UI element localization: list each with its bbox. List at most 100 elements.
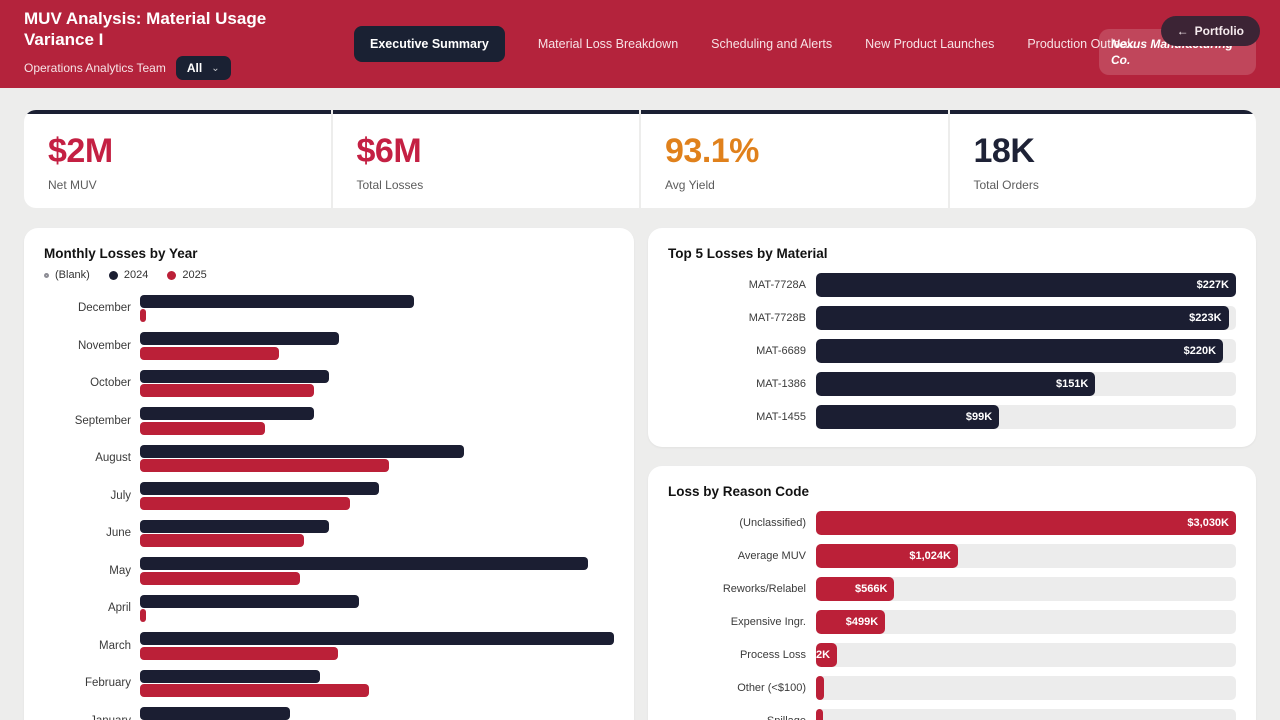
bar-average-muv[interactable]: $1,024K [816, 544, 958, 568]
bar-track: $227K [816, 273, 1236, 297]
kpi-label: Total Orders [973, 178, 1039, 192]
bar-track: $3,030K [816, 511, 1236, 535]
row-label: Process Loss [739, 649, 806, 661]
legend-dot-icon [167, 270, 177, 280]
bar-2024-november[interactable] [140, 332, 339, 345]
month-label: August [95, 452, 131, 465]
row-reworks-relabel: Reworks/Relabel $566K [668, 577, 1236, 601]
row-label: MAT-7728A [748, 279, 806, 291]
bar-track: 2K [816, 643, 1236, 667]
legend-label: 2024 [123, 269, 149, 281]
tab-material-loss-breakdown[interactable]: Material Loss Breakdown [537, 37, 679, 51]
bar-2024-january[interactable] [140, 707, 290, 720]
kpi-value: $2M [48, 132, 113, 170]
bar-2025-march[interactable] [140, 646, 339, 660]
bar-track: $1,024K [816, 544, 1236, 568]
bar-2025-september[interactable] [140, 421, 266, 435]
row-label: Reworks/Relabel [722, 583, 806, 595]
monthly-losses-card: Monthly Losses by Year (Blank) 2024 2025 D… [24, 228, 634, 720]
row-spillage: Spillage [668, 709, 1236, 720]
filter-dropdown[interactable]: All ⌄ [175, 56, 231, 81]
portfolio-button[interactable]: ← Portfolio [1160, 16, 1260, 46]
row-process-loss: Process Loss 2K [668, 643, 1236, 667]
monthly-chart: December November October September August Ju… [44, 293, 614, 720]
bar-2025-june[interactable] [140, 534, 304, 547]
bar-expensive-ingr[interactable]: $499K [816, 610, 886, 634]
bar-mat-6689[interactable]: $220K [816, 339, 1224, 363]
bar-2025-august[interactable] [140, 459, 390, 472]
tab-scheduling-and-alerts[interactable]: Scheduling and Alerts [711, 37, 833, 51]
bar-track: $223K [816, 306, 1236, 330]
bar-2024-march[interactable] [140, 632, 614, 645]
bar-value-label: $566K [855, 583, 888, 595]
reason-code-card: Loss by Reason Code (Unclassified) $3,030… [648, 466, 1256, 720]
bar-value-label: $220K [1183, 345, 1217, 357]
row-other-100: Other (<$100) [668, 676, 1236, 700]
month-group-may: May [44, 556, 614, 587]
bar-2025-december[interactable] [140, 309, 147, 322]
bar-2025-february[interactable] [140, 684, 370, 697]
row-mat-7728b: MAT-7728B $223K [668, 306, 1236, 330]
row-label: MAT-1455 [756, 411, 806, 423]
bar-2024-july[interactable] [140, 482, 379, 495]
bar-other-100[interactable] [816, 676, 824, 700]
row-mat-1386: MAT-1386 $151K [668, 372, 1236, 396]
bar-track [816, 709, 1236, 720]
row-mat-1455: MAT-1455 $99K [668, 405, 1236, 429]
legend-label: 2025 [182, 269, 207, 281]
bar-spillage[interactable] [816, 709, 824, 720]
bar-2024-june[interactable] [140, 519, 330, 533]
bar-2024-february[interactable] [140, 669, 320, 683]
legend-item-blank[interactable]: (Blank) [44, 269, 90, 281]
bar-2024-october[interactable] [140, 369, 330, 383]
bar-mat-1455[interactable]: $99K [816, 405, 1000, 429]
bar-mat-7728b[interactable]: $223K [816, 306, 1229, 330]
bar-mat-1386[interactable]: $151K [816, 372, 1096, 396]
bar-2024-august[interactable] [140, 444, 465, 458]
month-group-april: April [44, 593, 614, 624]
kpi-value: 93.1% [665, 132, 759, 170]
month-label: March [99, 639, 131, 652]
bar-process-loss[interactable]: 2K [816, 643, 838, 667]
row-mat-6689: MAT-6689 $220K [668, 339, 1236, 363]
bar-2025-october[interactable] [140, 384, 314, 397]
tab-executive-summary[interactable]: Executive Summary [354, 26, 505, 62]
month-group-november: November [44, 331, 614, 362]
bar-value-label: 2K [816, 649, 831, 661]
bar-2025-april[interactable] [140, 609, 147, 622]
chevron-down-icon: ⌄ [211, 62, 220, 74]
month-group-july: July [44, 481, 614, 512]
bar-track: $151K [816, 372, 1236, 396]
bar-2025-may[interactable] [140, 571, 301, 585]
row-label: Expensive Ingr. [730, 616, 806, 628]
bar-2025-july[interactable] [140, 496, 350, 510]
portfolio-label: Portfolio [1194, 24, 1244, 38]
month-label: October [90, 377, 131, 390]
bar-2024-december[interactable] [140, 294, 414, 308]
month-group-october: October [44, 368, 614, 399]
month-label: December [77, 302, 131, 315]
month-group-february: February [44, 668, 614, 699]
tab-production-outlook[interactable]: Production Outlook [1027, 37, 1134, 51]
legend-item-2025[interactable]: 2025 [167, 269, 207, 281]
bar-mat-7728a[interactable]: $227K [816, 273, 1236, 297]
back-arrow-icon: ← [1176, 24, 1189, 38]
bar-2025-november[interactable] [140, 346, 280, 360]
bar-reworks-relabel[interactable]: $566K [816, 577, 895, 601]
bar-2024-september[interactable] [140, 407, 315, 420]
kpi-value: $6M [356, 132, 422, 170]
kpi-value: 18K [973, 132, 1035, 170]
month-label: July [110, 489, 131, 502]
nav-tabs: Executive Summary Material Loss Breakdown… [354, 26, 1134, 62]
bar-unclassified[interactable]: $3,030K [816, 511, 1236, 535]
app-header: MUV Analysis: Material Usage Variance I … [0, 0, 1280, 88]
tab-new-product-launches[interactable]: New Product Launches [865, 37, 995, 51]
bar-value-label: $151K [1055, 378, 1089, 390]
reason-chart: (Unclassified) $3,030K Average MUV $1,024K R… [668, 511, 1236, 720]
bar-value-label: $223K [1189, 312, 1222, 324]
bar-2024-april[interactable] [140, 594, 359, 608]
bar-value-label: $499K [845, 616, 879, 628]
bar-value-label: $99K [965, 411, 993, 423]
bar-2024-may[interactable] [140, 557, 589, 570]
legend-item-2024[interactable]: 2024 [108, 269, 149, 281]
